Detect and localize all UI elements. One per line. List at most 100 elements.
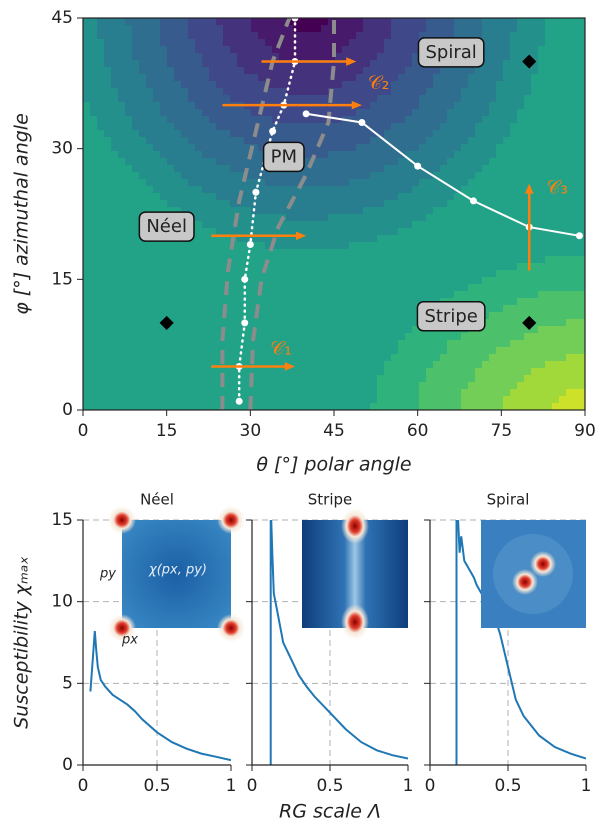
contour-cell	[566, 144, 574, 152]
contour-cell	[517, 130, 525, 138]
contour-cell	[195, 249, 203, 257]
contour-cell	[230, 151, 238, 159]
contour-cell	[391, 382, 399, 390]
contour-cell	[335, 235, 343, 243]
contour-cell	[230, 179, 238, 187]
contour-cell	[90, 319, 98, 327]
contour-cell	[356, 32, 364, 40]
contour-cell	[482, 151, 490, 159]
contour-cell	[545, 165, 553, 173]
contour-cell	[545, 74, 553, 82]
contour-cell	[293, 340, 301, 348]
contour-cell	[153, 81, 161, 89]
contour-cell	[517, 67, 525, 75]
contour-cell	[223, 277, 231, 285]
contour-cell	[153, 284, 161, 292]
contour-cell	[524, 298, 532, 306]
contour-cell	[489, 32, 497, 40]
contour-cell	[356, 221, 364, 229]
contour-cell	[153, 291, 161, 299]
contour-cell	[90, 284, 98, 292]
contour-cell	[510, 39, 518, 47]
contour-cell	[125, 221, 133, 229]
contour-cell	[188, 109, 196, 117]
contour-cell	[433, 151, 441, 159]
contour-cell	[559, 102, 567, 110]
contour-cell	[538, 305, 546, 313]
contour-cell	[286, 186, 294, 194]
contour-cell	[321, 284, 329, 292]
contour-cell	[356, 130, 364, 138]
contour-cell	[580, 67, 585, 75]
contour-cell	[468, 333, 476, 341]
contour-cell	[454, 403, 462, 410]
contour-cell	[342, 165, 350, 173]
contour-cell	[328, 172, 336, 180]
contour-cell	[279, 277, 287, 285]
contour-cell	[538, 312, 546, 320]
contour-cell	[258, 312, 266, 320]
contour-cell	[440, 221, 448, 229]
contour-cell	[97, 102, 105, 110]
contour-cell	[405, 389, 413, 397]
contour-cell	[132, 361, 140, 369]
contour-cell	[524, 382, 532, 390]
contour-cell	[90, 130, 98, 138]
contour-cell	[426, 284, 434, 292]
contour-cell	[202, 298, 210, 306]
contour-cell	[258, 298, 266, 306]
contour-cell	[258, 347, 266, 355]
contour-cell	[125, 39, 133, 47]
contour-cell	[300, 326, 308, 334]
contour-cell	[181, 242, 189, 250]
contour-cell	[251, 53, 259, 61]
contour-cell	[230, 291, 238, 299]
contour-cell	[97, 284, 105, 292]
contour-cell	[433, 389, 441, 397]
contour-cell	[384, 228, 392, 236]
contour-cell	[83, 340, 91, 348]
contour-cell	[111, 382, 119, 390]
contour-cell	[174, 25, 182, 33]
contour-cell	[258, 116, 266, 124]
contour-cell	[573, 347, 581, 355]
contour-cell	[496, 249, 504, 257]
contour-cell	[167, 53, 175, 61]
contour-cell	[510, 382, 518, 390]
contour-cell	[279, 242, 287, 250]
contour-cell	[440, 249, 448, 257]
contour-cell	[132, 228, 140, 236]
contour-cell	[559, 396, 567, 404]
contour-cell	[559, 291, 567, 299]
contour-cell	[517, 60, 525, 68]
contour-cell	[83, 396, 91, 404]
contour-cell	[90, 214, 98, 222]
contour-cell	[342, 256, 350, 264]
contour-cell	[531, 116, 539, 124]
contour-cell	[377, 46, 385, 54]
contour-cell	[174, 403, 182, 410]
contour-cell	[153, 333, 161, 341]
contour-cell	[83, 319, 91, 327]
contour-cell	[552, 284, 560, 292]
contour-cell	[440, 277, 448, 285]
contour-cell	[258, 382, 266, 390]
contour-cell	[216, 144, 224, 152]
contour-cell	[363, 340, 371, 348]
contour-cell	[391, 291, 399, 299]
contour-cell	[216, 53, 224, 61]
contour-cell	[335, 193, 343, 201]
contour-cell	[118, 235, 126, 243]
contour-cell	[342, 375, 350, 383]
contour-cell	[468, 214, 476, 222]
contour-cell	[104, 179, 112, 187]
phase-line	[248, 18, 336, 410]
contour-cell	[181, 382, 189, 390]
contour-cell	[349, 60, 357, 68]
contour-cell	[244, 95, 252, 103]
contour-cell	[272, 375, 280, 383]
contour-cell	[405, 200, 413, 208]
contour-cell	[118, 249, 126, 257]
contour-cell	[216, 368, 224, 376]
contour-cell	[335, 249, 343, 257]
